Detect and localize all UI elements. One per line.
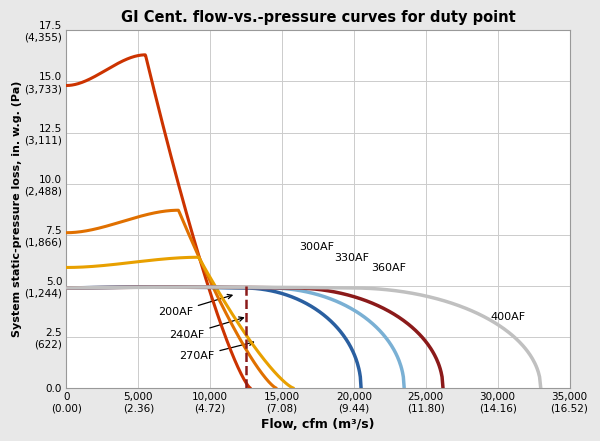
Text: 200AF: 200AF (158, 295, 232, 318)
X-axis label: Flow, cfm (m³/s): Flow, cfm (m³/s) (261, 418, 374, 431)
Text: 400AF: 400AF (490, 311, 526, 321)
Y-axis label: System static-pressure loss, in. w.g. (Pa): System static-pressure loss, in. w.g. (P… (11, 81, 22, 337)
Text: 270AF: 270AF (179, 341, 254, 362)
Text: 360AF: 360AF (371, 263, 406, 273)
Text: 300AF: 300AF (299, 242, 334, 252)
Title: GI Cent. flow-vs.-pressure curves for duty point: GI Cent. flow-vs.-pressure curves for du… (121, 10, 515, 25)
Text: 240AF: 240AF (169, 317, 244, 340)
Text: 330AF: 330AF (334, 253, 369, 263)
